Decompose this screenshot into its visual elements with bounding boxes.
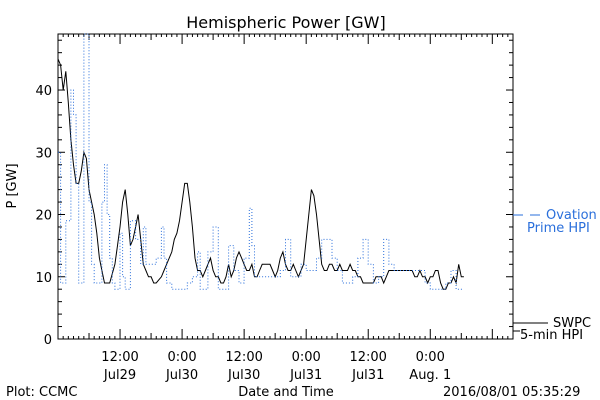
x-tick-label-date: Jul30 [227, 368, 260, 383]
x-tick-label-time: 0:00 [416, 350, 445, 365]
series-line-swpc [57, 58, 464, 290]
legend-swpc-line2: 5-min HPI [520, 328, 583, 343]
x-tick-label-time: 12:00 [225, 350, 262, 365]
y-axis-label: P [GW] [5, 163, 20, 208]
series-line-ovation [58, 33, 464, 290]
plot-frame [57, 33, 514, 340]
x-tick-label-date: Jul30 [165, 368, 198, 383]
y-tick-label: 10 [35, 271, 52, 286]
x-tick-label-date: Aug. 1 [409, 368, 451, 383]
x-tick-label-date: Jul31 [351, 368, 384, 383]
series-group [57, 33, 464, 290]
x-tick-label-date: Jul29 [103, 368, 136, 383]
x-axis-label: Date and Time [238, 385, 334, 400]
footer-timestamp: 2016/08/01 05:35:29 [443, 385, 580, 400]
x-tick-label-time: 0:00 [292, 350, 321, 365]
x-tick-label-time: 12:00 [101, 350, 138, 365]
legend-ovation-line1: Ovation [546, 208, 597, 223]
x-tick-labels: 12:00 Jul29 0:00 Jul30 12:00 Jul30 0:00 Jul31 12… [101, 350, 451, 383]
x-tick-label-date: Jul31 [289, 368, 322, 383]
legend-swpc-line1: SWPC [553, 316, 591, 331]
y-tick-label: 0 [44, 333, 52, 348]
y-tick-label: 30 [35, 146, 52, 161]
chart-title: Hemispheric Power [GW] [186, 13, 385, 32]
y-tick-labels: 0 10 20 30 40 [35, 84, 52, 348]
y-tick-label: 40 [35, 84, 52, 99]
x-tick-label-time: 0:00 [167, 350, 196, 365]
axis-ticks [57, 34, 514, 340]
legend-ovation-line2: Prime HPI [527, 221, 590, 236]
footer-left: Plot: CCMC [6, 385, 77, 400]
y-tick-label: 20 [35, 209, 52, 224]
x-tick-label-time: 12:00 [349, 350, 386, 365]
